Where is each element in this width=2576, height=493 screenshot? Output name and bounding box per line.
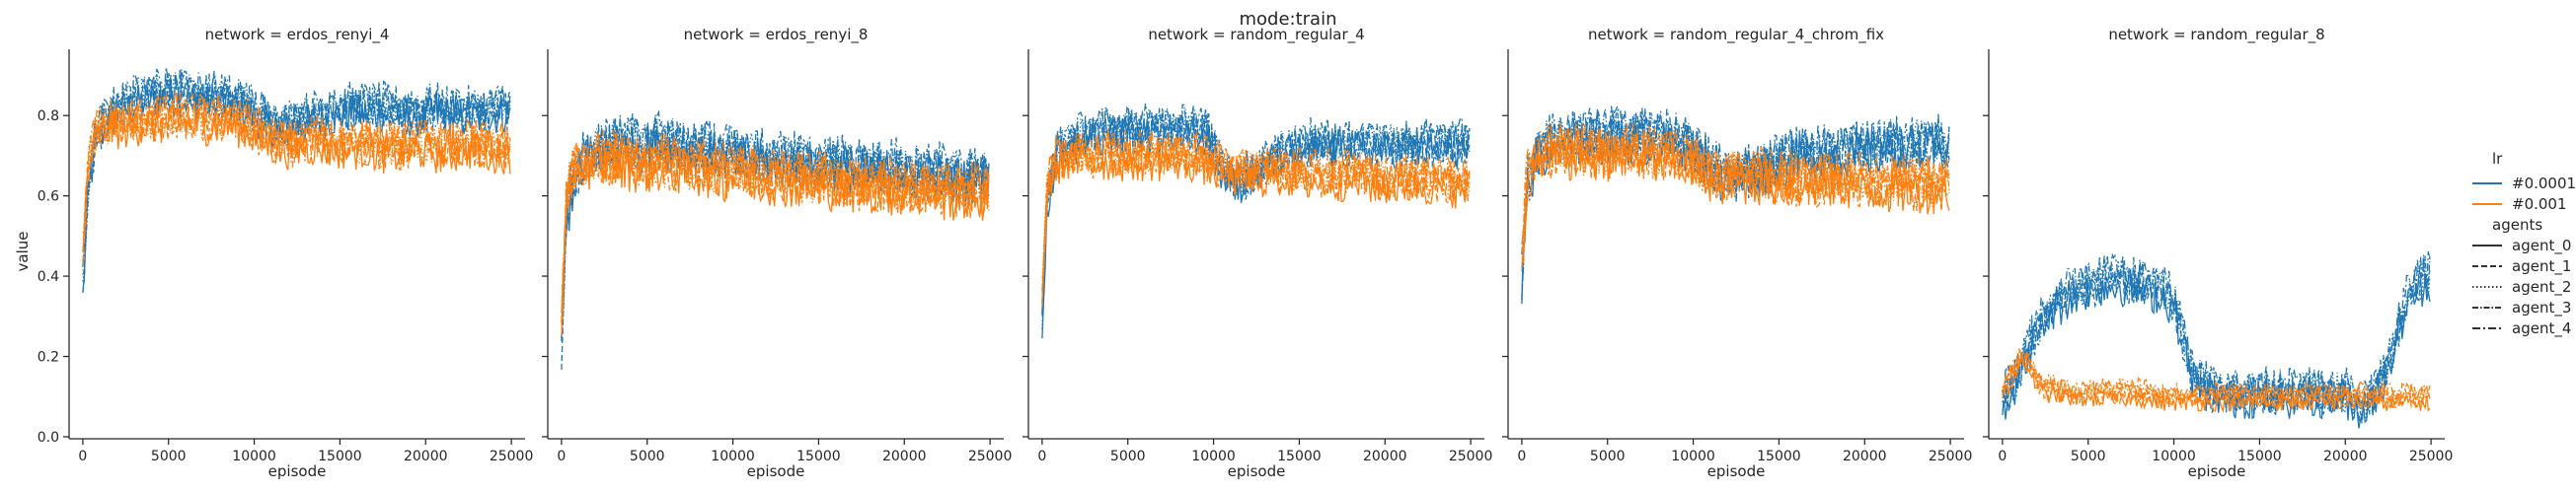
- x-tick-label: 25000: [1929, 449, 1973, 464]
- x-tick-label: 0: [1998, 449, 2007, 464]
- series-line-0-001-agent_3: [82, 93, 511, 252]
- x-tick-label: 5000: [1590, 449, 1626, 464]
- x-tick-label: 20000: [882, 449, 927, 464]
- series-group: [82, 66, 511, 293]
- x-axis-label: episode: [268, 462, 327, 480]
- series-group: [1041, 103, 1471, 339]
- series-line-0-001-agent_4: [2002, 345, 2431, 400]
- series-line-0-001-agent_1: [2002, 351, 2431, 409]
- x-tick-label: 10000: [2152, 449, 2196, 464]
- series-line-0-0001-agent_4: [1041, 103, 1471, 314]
- series-line-0-001-agent_4: [1041, 129, 1470, 292]
- series-line-0-0001-agent_3: [1521, 108, 1950, 305]
- x-tick-label: 25000: [2409, 449, 2454, 464]
- legend-lr-title: lr: [2492, 150, 2503, 168]
- x-tick-label: 25000: [968, 449, 1013, 464]
- x-tick-label: 5000: [1110, 449, 1146, 464]
- y-tick-label: 0.8: [38, 108, 59, 124]
- series-group: [1521, 104, 1950, 305]
- panel-erdos-renyi-8: network = erdos_renyi_8 0 5000 10000 15000 20…: [542, 26, 1012, 480]
- panel-random-regular-8: network = random_regular_8 0 5000 10000 1500…: [1983, 26, 2453, 480]
- panel-erdos-renyi-4: network = erdos_renyi_4 0 5000 10000 15000 20…: [38, 26, 534, 480]
- legend-entry-agent-1: agent_1: [2512, 257, 2571, 276]
- x-tick-label: 10000: [711, 449, 755, 464]
- x-tick-label: 20000: [404, 449, 448, 464]
- x-tick-label: 10000: [232, 449, 276, 464]
- series-line-0-001-agent_4: [82, 90, 511, 237]
- legend-entry-lr-001: #0.001: [2512, 195, 2567, 213]
- panel-random-regular-4: network = random_regular_4 0 5000 10000 1500…: [1023, 26, 1492, 480]
- x-axis-label: episode: [2188, 462, 2246, 480]
- x-tick-label: 15000: [1757, 449, 1801, 464]
- x-tick-label: 15000: [1277, 449, 1322, 464]
- panel-title: network = erdos_renyi_4: [205, 26, 390, 44]
- x-tick-label: 0: [1037, 449, 1046, 464]
- panel-title: network = random_regular_4: [1148, 26, 1364, 44]
- x-tick-label: 0: [557, 449, 566, 464]
- x-tick-label: 25000: [1449, 449, 1493, 464]
- series-line-0-001-agent_4: [1521, 121, 1950, 269]
- series-line-0-001-agent_3: [1521, 127, 1950, 245]
- x-tick-label: 20000: [1843, 449, 1887, 464]
- x-tick-label: 0: [78, 449, 87, 464]
- legend-agents-title: agents: [2492, 216, 2542, 234]
- y-axis-label: value: [14, 232, 32, 272]
- legend-entry-lr-0001: #0.0001: [2512, 175, 2576, 192]
- x-tick-label: 20000: [2323, 449, 2368, 464]
- series-line-0-001-agent_3: [561, 132, 990, 314]
- series-line-0-001-agent_2: [1041, 136, 1471, 290]
- x-tick-label: 5000: [2071, 449, 2106, 464]
- series-line-0-0001-agent_4: [82, 66, 511, 268]
- x-tick-label: 15000: [318, 449, 362, 464]
- series-line-0-0001-agent_3: [82, 69, 511, 275]
- x-tick-label: 25000: [490, 449, 534, 464]
- x-tick-label: 15000: [796, 449, 841, 464]
- series-line-0-001-agent_1: [82, 102, 511, 262]
- y-tick-label: 0.6: [38, 189, 59, 205]
- x-tick-label: 10000: [1671, 449, 1715, 464]
- x-tick-label: 20000: [1363, 449, 1407, 464]
- series-group: [2002, 251, 2431, 429]
- x-axis-label: episode: [1228, 462, 1286, 480]
- panel-title: network = random_regular_8: [2108, 26, 2324, 44]
- y-tick-label: 0.2: [38, 350, 59, 366]
- legend: lr #0.0001 #0.001 agents agent_0 agent_1…: [2472, 150, 2576, 338]
- x-axis-label: episode: [1707, 462, 1766, 480]
- series-line-0-001-agent_3: [2002, 350, 2431, 404]
- panel-random-regular-4-chrom-fix: network = random_regular_4_chrom_fix 0 500…: [1502, 26, 1972, 480]
- x-tick-label: 0: [1517, 449, 1526, 464]
- y-tick-label: 0.4: [38, 269, 59, 285]
- chart-title: mode:train: [1239, 9, 1336, 30]
- series-line-0-001-agent_4: [561, 129, 990, 323]
- panel-title: network = random_regular_4_chrom_fix: [1588, 26, 1884, 44]
- series-line-0-0001-agent_4: [1521, 104, 1950, 255]
- y-tick-label: 0.0: [38, 430, 59, 446]
- x-axis-label: episode: [747, 462, 805, 480]
- series-line-0-0001-agent_2: [561, 117, 990, 337]
- legend-entry-agent-3: agent_3: [2512, 299, 2571, 317]
- series-group: [561, 109, 990, 371]
- legend-entry-agent-0: agent_0: [2512, 237, 2571, 255]
- x-tick-label: 10000: [1191, 449, 1236, 464]
- series-line-0-0001-agent_0: [2002, 268, 2431, 429]
- x-tick-label: 5000: [151, 449, 187, 464]
- legend-entry-agent-2: agent_2: [2512, 278, 2571, 297]
- x-tick-label: 5000: [630, 449, 665, 464]
- x-tick-label: 15000: [2237, 449, 2282, 464]
- panel-title: network = erdos_renyi_8: [684, 26, 869, 44]
- legend-entry-agent-4: agent_4: [2512, 319, 2571, 338]
- series-line-0-0001-agent_4: [2002, 251, 2431, 412]
- series-line-0-0001-agent_4: [561, 109, 990, 322]
- series-line-0-001-agent_2: [2002, 347, 2431, 406]
